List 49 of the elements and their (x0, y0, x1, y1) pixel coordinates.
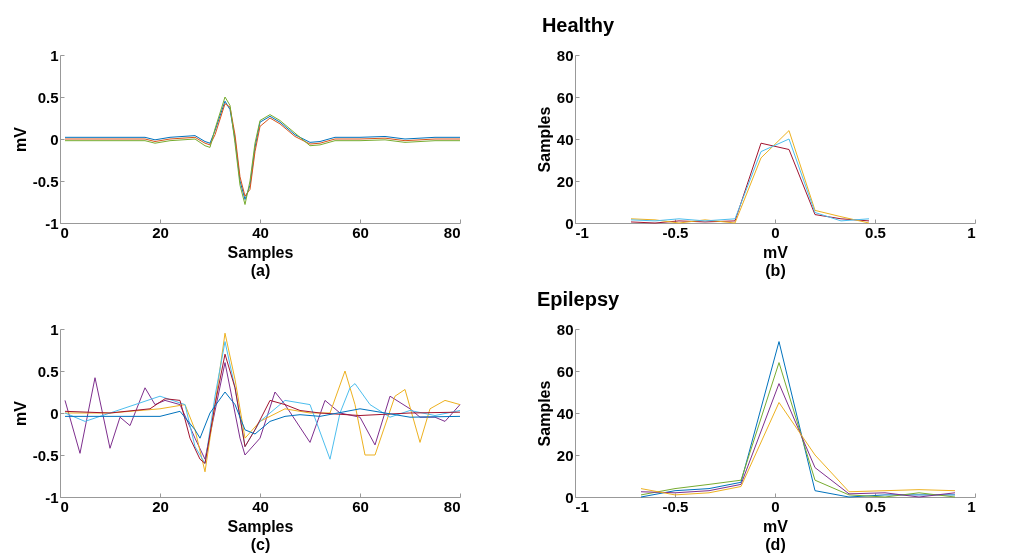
x-axis-title: Samples (227, 243, 294, 261)
x-tick-label: 0.5 (865, 223, 886, 241)
x-tick-label: -0.5 (662, 223, 689, 241)
y-tick-label: 0.5 (37, 88, 59, 106)
x-tick-label: 60 (352, 497, 369, 515)
y-tick-label: 20 (556, 172, 574, 190)
y-axis-title: Samples (535, 380, 553, 447)
x-tick-label: -0.5 (662, 497, 689, 515)
x-tick-label: 80 (443, 497, 461, 515)
y-tick-label: 40 (556, 404, 574, 422)
y-tick-label: 80 (556, 320, 574, 338)
text: Epilepsy (536, 288, 620, 310)
line-series (64, 391, 461, 439)
text: (b) (765, 261, 786, 279)
y-tick-label: 0.5 (37, 362, 59, 380)
x-axis-title: mV (763, 517, 789, 535)
y-tick-label: 80 (556, 46, 574, 64)
y-tick-label: 1 (50, 46, 59, 64)
x-tick-label: 40 (252, 497, 269, 515)
x-tick-label: 0 (771, 497, 780, 515)
x-tick-label: 20 (152, 223, 169, 241)
x-axis-title: Samples (227, 517, 294, 535)
y-axis-title: mV (11, 126, 29, 152)
y-axis-title: mV (11, 400, 29, 426)
x-tick-label: 40 (252, 223, 269, 241)
y-tick-label: 0 (50, 130, 59, 148)
y-tick-label: 0 (50, 404, 59, 422)
y-tick-label: 1 (50, 320, 59, 338)
text: Healthy (541, 14, 615, 36)
text: (d) (765, 535, 786, 553)
x-tick-label: 1 (967, 497, 976, 515)
x-tick-label: 0 (771, 223, 780, 241)
y-tick-label: 60 (556, 362, 574, 380)
y-tick-label: -0.5 (32, 172, 59, 190)
y-axis-title: Samples (535, 106, 553, 173)
y-tick-label: 40 (556, 130, 574, 148)
text: (c) (250, 535, 271, 553)
x-tick-label: 1 (967, 223, 976, 241)
x-tick-label: 20 (152, 497, 169, 515)
line-series (640, 383, 956, 498)
x-axis-title: mV (763, 243, 789, 261)
y-tick-label: -0.5 (32, 446, 59, 464)
text: (a) (250, 261, 271, 279)
y-tick-label: 20 (556, 446, 574, 464)
y-tick-label: 60 (556, 88, 574, 106)
line-series (640, 402, 956, 496)
x-tick-label: 80 (443, 223, 461, 241)
x-tick-label: 0.5 (865, 497, 886, 515)
x-tick-label: 60 (352, 223, 369, 241)
